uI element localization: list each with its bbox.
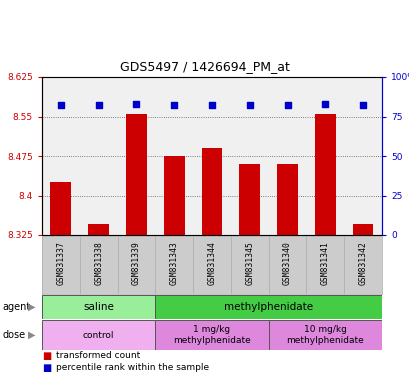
Bar <box>164 156 184 235</box>
Text: ■: ■ <box>42 351 51 361</box>
Bar <box>239 164 260 235</box>
Bar <box>88 225 109 235</box>
Text: GSM831337: GSM831337 <box>56 241 65 285</box>
Point <box>283 103 290 109</box>
Text: transformed count: transformed count <box>56 351 140 361</box>
Text: saline: saline <box>83 302 114 312</box>
Bar <box>155 320 268 350</box>
Bar <box>126 114 146 235</box>
Bar <box>42 295 155 319</box>
Bar <box>155 295 381 319</box>
Point <box>58 103 64 109</box>
Text: GSM831345: GSM831345 <box>245 241 254 285</box>
Bar <box>50 182 71 235</box>
Text: control: control <box>83 331 114 339</box>
Point <box>208 103 215 109</box>
Bar <box>276 164 297 235</box>
Text: GSM831341: GSM831341 <box>320 241 329 285</box>
Text: GDS5497 / 1426694_PM_at: GDS5497 / 1426694_PM_at <box>120 60 289 73</box>
Point <box>133 101 139 107</box>
Text: GSM831343: GSM831343 <box>169 241 178 285</box>
Text: GSM831340: GSM831340 <box>282 241 291 285</box>
Bar <box>201 148 222 235</box>
Bar <box>268 320 381 350</box>
Text: 10 mg/kg
methylphenidate: 10 mg/kg methylphenidate <box>286 325 363 345</box>
Point <box>95 103 102 109</box>
Text: ■: ■ <box>42 363 51 373</box>
Text: GSM831344: GSM831344 <box>207 241 216 285</box>
Bar <box>352 225 373 235</box>
Text: methylphenidate: methylphenidate <box>224 302 312 312</box>
Text: ▶: ▶ <box>28 302 36 312</box>
Point <box>321 101 328 107</box>
Point <box>246 103 252 109</box>
Text: GSM831339: GSM831339 <box>132 241 141 285</box>
Text: GSM831338: GSM831338 <box>94 241 103 285</box>
Point <box>171 103 177 109</box>
Text: 1 mg/kg
methylphenidate: 1 mg/kg methylphenidate <box>173 325 250 345</box>
Bar <box>42 320 155 350</box>
Text: GSM831342: GSM831342 <box>358 241 367 285</box>
Point <box>359 103 366 109</box>
Text: dose: dose <box>2 330 25 340</box>
Text: percentile rank within the sample: percentile rank within the sample <box>56 364 209 372</box>
Text: agent: agent <box>2 302 30 312</box>
Text: ▶: ▶ <box>28 330 36 340</box>
Bar <box>314 114 335 235</box>
